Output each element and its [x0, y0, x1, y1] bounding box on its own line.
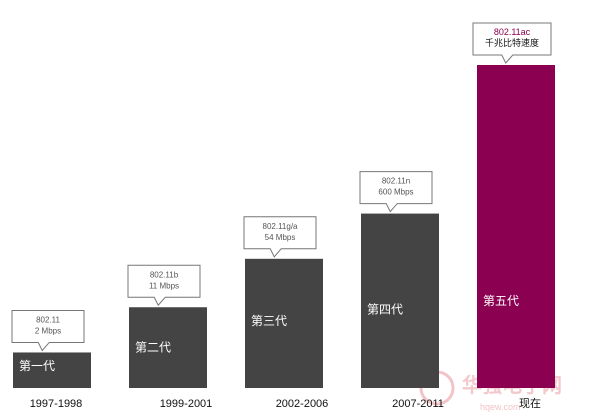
bar-3	[245, 258, 323, 388]
generation-label-2: 第二代	[135, 340, 171, 354]
callout-box-2	[127, 264, 201, 307]
generation-label-1: 第一代	[19, 359, 55, 373]
callout-text-2-2: 11 Mbps	[149, 281, 179, 290]
period-label-3: 2002-2006	[276, 398, 329, 410]
callout-text-2-1: 802.11b	[150, 270, 179, 279]
callouts-group: 802.11 2 Mbps 802.11b 11 Mbps 802.11g/a 54 Mb…	[11, 22, 552, 352]
callout-3: 802.11g/a 54 Mbps	[243, 216, 317, 258]
bar-4	[361, 213, 439, 388]
callout-2: 802.11b 11 Mbps	[127, 264, 201, 307]
period-label-2: 1999-2001	[160, 398, 213, 410]
callout-box-3	[243, 216, 317, 258]
generation-label-5: 第五代	[483, 294, 519, 308]
generation-label-4: 第四代	[367, 303, 403, 317]
callout-text-4-2: 600 Mbps	[378, 188, 413, 197]
generation-label-3: 第三代	[251, 314, 287, 328]
callout-text-5-1: 802.11ac	[494, 27, 531, 37]
bar-1	[13, 352, 91, 388]
callout-box-4	[359, 171, 433, 213]
callout-4: 802.11n 600 Mbps	[359, 171, 433, 213]
callout-1: 802.11 2 Mbps	[11, 309, 85, 352]
callout-text-3-1: 802.11g/a	[263, 222, 299, 231]
callout-text-5-2: 千兆比特速度	[485, 37, 539, 48]
bars-group: 第一代 第二代 第三代 第四代 第五代	[13, 65, 555, 388]
period-label-1: 1997-1998	[30, 398, 83, 410]
bar-5	[477, 65, 555, 388]
callout-text-3-2: 54 Mbps	[265, 233, 296, 242]
callout-text-1-2: 2 Mbps	[35, 326, 61, 335]
callout-box-5	[472, 22, 552, 64]
watermark-subtext: hqew.com	[480, 402, 521, 412]
period-label-4: 2007-2011	[392, 398, 444, 410]
bar-2	[129, 307, 207, 388]
period-label-5: 现在	[519, 397, 541, 410]
period-labels-group: 1997-1998 1999-2001 2002-2006 2007-2011 现在	[30, 397, 541, 410]
callout-text-1-1: 802.11	[36, 315, 60, 324]
callout-box-1	[11, 309, 85, 352]
callout-text-4-1: 802.11n	[382, 177, 410, 186]
